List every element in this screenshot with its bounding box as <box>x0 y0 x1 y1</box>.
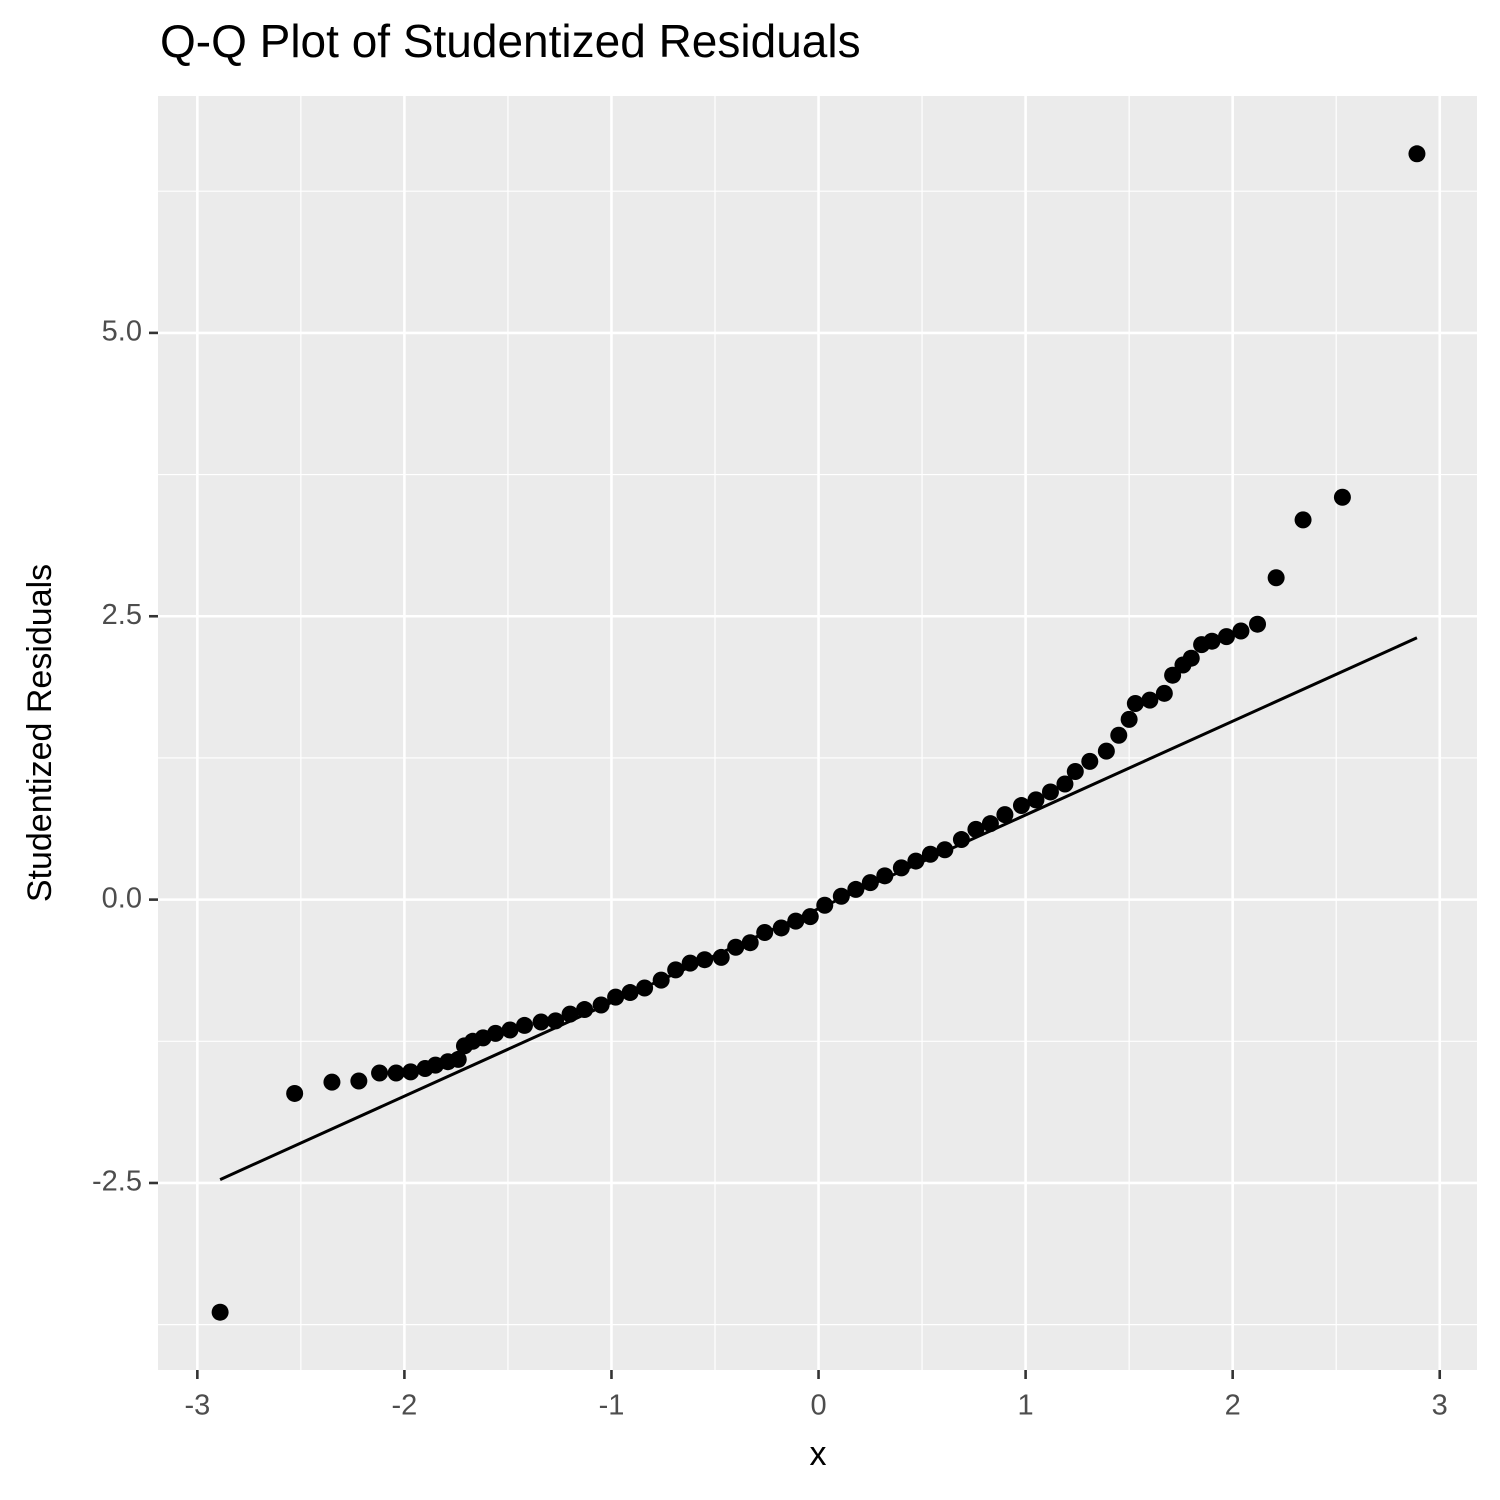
point <box>487 1024 505 1042</box>
point <box>1182 649 1200 667</box>
point <box>952 831 970 849</box>
point <box>1097 742 1115 760</box>
point <box>387 1064 405 1082</box>
point <box>449 1050 467 1068</box>
point <box>350 1072 368 1090</box>
point <box>1027 791 1045 809</box>
point <box>1267 569 1285 587</box>
y-tick-label: 5.0 <box>102 316 142 348</box>
point <box>402 1063 420 1081</box>
y-axis-label: Studentized Residuals <box>21 564 59 902</box>
point <box>996 806 1014 824</box>
point <box>1232 622 1250 640</box>
x-tick-label: 1 <box>1018 1390 1034 1422</box>
point <box>1110 726 1128 744</box>
point <box>1056 775 1074 793</box>
y-tick-label: 2.5 <box>102 599 142 631</box>
point <box>1408 145 1426 163</box>
x-tick-label: 2 <box>1225 1390 1241 1422</box>
y-tick-label: -2.5 <box>92 1166 142 1198</box>
x-tick-label: 0 <box>810 1390 826 1422</box>
point <box>1155 684 1173 702</box>
chart-title: Q-Q Plot of Studentized Residuals <box>160 15 861 67</box>
point <box>1081 752 1099 770</box>
point <box>1203 632 1221 650</box>
point <box>1141 691 1159 709</box>
x-tick-label: -1 <box>599 1390 625 1422</box>
point <box>501 1021 519 1039</box>
x-axis-label: x <box>810 1435 827 1473</box>
point <box>516 1016 534 1034</box>
point <box>1120 710 1138 728</box>
point <box>801 908 819 926</box>
reference-line <box>219 636 1418 1181</box>
point <box>1164 666 1182 684</box>
point <box>1126 695 1144 713</box>
point <box>371 1064 389 1082</box>
point <box>967 820 985 838</box>
point <box>1066 763 1084 781</box>
point <box>323 1073 341 1091</box>
x-tick-label: 3 <box>1432 1390 1448 1422</box>
point <box>1041 783 1059 801</box>
point <box>1333 488 1351 506</box>
x-tick-label: -3 <box>184 1390 210 1422</box>
x-tick-label: -2 <box>392 1390 418 1422</box>
point <box>1012 797 1030 815</box>
point <box>1294 511 1312 529</box>
point <box>532 1013 550 1031</box>
point <box>286 1084 304 1102</box>
point <box>1249 615 1267 633</box>
point <box>211 1303 229 1321</box>
point <box>1217 628 1235 646</box>
y-tick-label: 0.0 <box>102 882 142 914</box>
